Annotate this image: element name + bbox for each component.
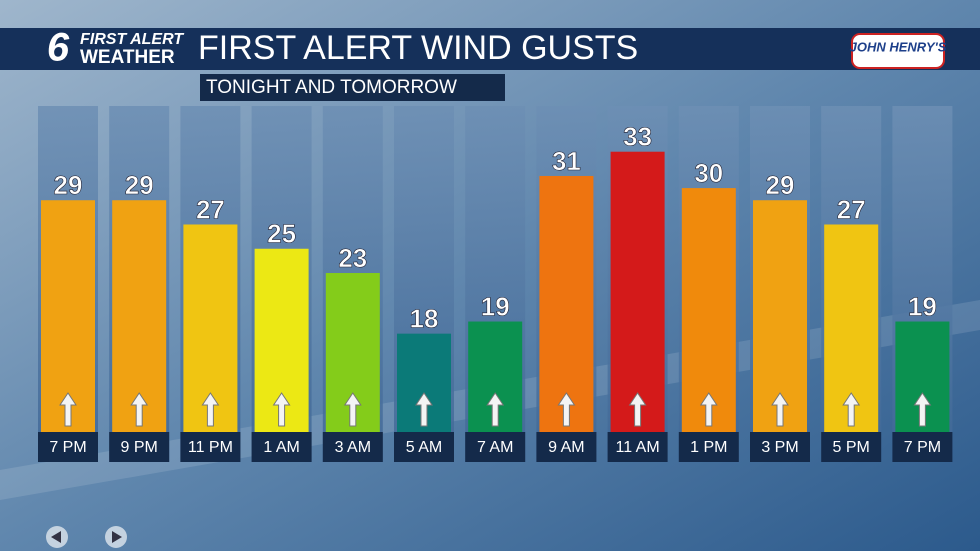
subtitle: TONIGHT AND TOMORROW [206,77,457,98]
time-label-box [465,432,526,462]
wind-arrow [771,392,789,427]
x-tick-label: 3 AM [335,439,371,456]
value-label: 18 [410,304,439,334]
channel-number: 6 [47,26,70,70]
wind-arrow [557,392,576,427]
wind-arrow [272,392,291,427]
x-tick-label: 5 AM [406,439,442,456]
wind-arrow [913,392,932,427]
sponsor-badge [851,33,945,69]
time-label-box [750,432,810,462]
brand-line1: FIRST ALERT [80,31,184,48]
wind-arrow [415,392,433,427]
value-label: 19 [481,291,510,321]
time-label-box [251,432,312,462]
bar [539,175,594,432]
x-tick-label: 11 PM [188,439,233,456]
value-label: 29 [125,170,154,200]
x-tick-label: 7 PM [904,439,941,456]
time-label-box [536,432,597,462]
value-label: 23 [338,243,367,273]
nav-prev-icon [51,531,61,543]
brand-line2: WEATHER [80,47,175,68]
time-label-box [678,432,739,462]
time-label-box [38,432,98,462]
time-label-box [821,432,882,462]
x-tick-label: 3 PM [761,439,798,456]
value-label: 27 [196,194,225,224]
x-tick-label: 1 AM [263,439,299,456]
header-bar [0,28,980,70]
nav-next-icon [112,531,122,543]
time-label-box [322,432,383,462]
x-tick-label: 1 PM [690,439,727,456]
wind-arrow [842,392,861,427]
value-label: 31 [552,146,581,176]
x-tick-label: 7 PM [49,439,86,456]
time-label-box [394,432,454,462]
value-label: 19 [908,291,937,321]
wind-arrow [59,392,77,427]
chart-title: FIRST ALERT WIND GUSTS [198,29,638,67]
wind-arrow [486,392,505,427]
value-label: 29 [766,170,795,200]
time-label-box [607,432,668,462]
value-label: 29 [54,170,83,200]
wind-arrow [201,392,220,427]
time-label-box [109,432,170,462]
value-label: 30 [694,158,723,188]
subtitle-box [200,74,505,101]
value-label: 25 [267,219,296,249]
value-label: 33 [623,122,652,152]
wind-arrow [343,392,362,427]
columns: 29 7 PM 29 9 PM 27 11 PM 25 1 AM 23 3 AM 18 5 AM 19 7… [38,106,953,462]
x-tick-label: 9 AM [548,439,584,456]
wind-arrow [699,392,718,427]
wind-arrow [130,392,149,427]
bar [681,188,736,432]
time-label-box [180,432,241,462]
x-tick-label: 7 AM [477,439,513,456]
value-label: 27 [837,194,866,224]
time-label-box [892,432,953,462]
wind-arrow [628,392,647,427]
sponsor-name: JOHN HENRY'S [850,39,947,54]
x-tick-label: 11 AM [616,439,660,456]
x-tick-label: 5 PM [833,439,870,456]
x-tick-label: 9 PM [121,439,158,456]
bar [610,151,665,432]
